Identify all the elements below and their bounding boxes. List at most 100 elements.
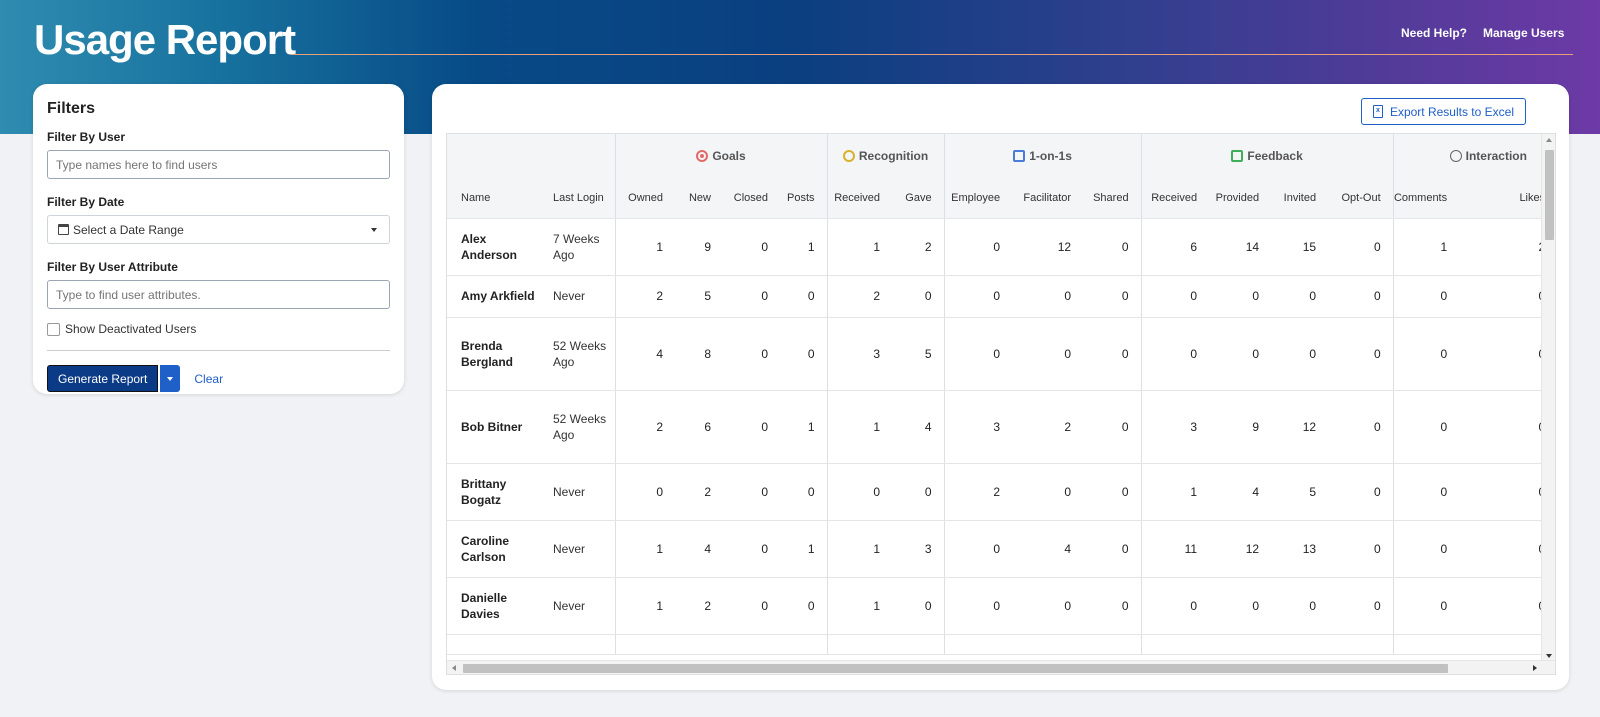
metric-cell: 1 <box>1392 218 1460 276</box>
show-deactivated-checkbox[interactable] <box>47 322 60 336</box>
user-search-input[interactable] <box>47 150 390 179</box>
results-panel: x Export Results to Excel Goals Recognit… <box>432 84 1569 690</box>
table-row[interactable]: Caroline CarlsonNever140113040111213000 <box>447 520 1555 578</box>
column-header[interactable]: Gave <box>892 178 945 219</box>
group-header-goals: Goals <box>614 134 828 178</box>
scroll-down-icon[interactable] <box>1546 654 1552 658</box>
generate-report-button[interactable]: Generate Report <box>47 365 159 392</box>
column-header[interactable]: Received <box>826 178 893 219</box>
column-header[interactable]: New <box>675 178 723 219</box>
horizontal-scroll-thumb[interactable] <box>463 664 1448 673</box>
column-header[interactable]: Name <box>447 178 543 219</box>
metric-cell: 2 <box>1459 218 1555 276</box>
metric-cell: 0 <box>780 317 828 391</box>
column-header[interactable]: Employee <box>943 178 1013 219</box>
metric-cell: 1 <box>780 520 828 578</box>
metric-cell: 0 <box>1392 577 1460 635</box>
scroll-left-icon[interactable] <box>452 665 456 671</box>
last-login-cell <box>543 634 615 655</box>
filters-title: Filters <box>47 100 96 117</box>
last-login-cell: 52 Weeks Ago <box>543 317 615 391</box>
award-icon <box>842 150 855 162</box>
filter-date-label: Filter By Date <box>47 195 125 209</box>
metric-cell: 1 <box>826 577 893 635</box>
need-help-link[interactable]: Need Help? <box>1401 26 1468 40</box>
metric-cell: 0 <box>1083 317 1142 391</box>
metric-cell: 0 <box>723 218 780 276</box>
metric-cell: 0 <box>892 577 945 635</box>
export-excel-button[interactable]: x Export Results to Excel <box>1360 98 1526 125</box>
metric-cell: 0 <box>1328 463 1394 521</box>
metric-cell: 14 <box>1209 218 1272 276</box>
metric-cell: 0 <box>943 275 1013 318</box>
metric-cell: 12 <box>1209 520 1272 578</box>
metric-cell: 0 <box>1392 463 1460 521</box>
metric-cell: 13 <box>1271 520 1329 578</box>
metric-cell: 0 <box>1271 317 1329 391</box>
horizontal-scrollbar[interactable] <box>447 660 1555 674</box>
metric-cell: 0 <box>1392 390 1460 464</box>
column-header[interactable]: Provided <box>1209 178 1272 219</box>
column-header[interactable]: Closed <box>723 178 780 219</box>
table-row[interactable]: Brittany BogatzNever020000200145000 <box>447 463 1555 521</box>
show-deactivated-row[interactable]: Show Deactivated Users <box>47 322 390 336</box>
metric-cell: 3 <box>1140 390 1210 464</box>
scroll-right-icon[interactable] <box>1533 665 1537 671</box>
generate-options-dropdown[interactable] <box>160 365 181 392</box>
column-header[interactable]: Opt-Out <box>1328 178 1394 219</box>
manage-users-link[interactable]: Manage Users <box>1483 26 1565 40</box>
date-range-select[interactable]: Select a Date Range <box>47 215 390 244</box>
metric-cell: 2 <box>614 275 675 318</box>
table-body: Alex Anderson 7 Weeks Ago 1 9 0 1 1 2 0 12 0 6 14 15 0… <box>447 218 1555 655</box>
metric-cell: 6 <box>1140 218 1210 276</box>
table-row[interactable]: Amy ArkfieldNever250020000000000 <box>447 275 1555 318</box>
table-row[interactable]: Alex Anderson 7 Weeks Ago 1 9 0 1 1 2 0 12 0 6 14 15 0… <box>447 218 1555 276</box>
metric-cell: 3 <box>892 520 945 578</box>
column-header[interactable]: Invited <box>1271 178 1329 219</box>
metric-cell: 0 <box>1083 463 1142 521</box>
metric-cell: 1 <box>1140 463 1210 521</box>
calendar-icon <box>58 224 69 235</box>
column-header[interactable]: Shared <box>1083 178 1142 219</box>
table-row[interactable]: Danielle DaviesNever120010000000000 <box>447 577 1555 635</box>
column-header[interactable]: Last Login <box>543 178 615 219</box>
metric-cell: 0 <box>892 463 945 521</box>
metric-cell <box>943 634 1013 655</box>
vertical-scrollbar[interactable] <box>1541 134 1555 662</box>
metric-cell: 5 <box>892 317 945 391</box>
attribute-search-input[interactable] <box>47 280 390 309</box>
metric-cell: 0 <box>1328 520 1394 578</box>
metric-cell: 4 <box>1209 463 1272 521</box>
column-header[interactable]: Facilitator <box>1012 178 1084 219</box>
column-header[interactable]: Likes <box>1459 178 1555 219</box>
metric-cell: 0 <box>1459 520 1555 578</box>
metric-cell: 0 <box>723 317 780 391</box>
scroll-up-icon[interactable] <box>1546 138 1552 142</box>
date-range-value: Select a Date Range <box>73 222 184 237</box>
metric-cell: 2 <box>892 218 945 276</box>
metric-cell: 1 <box>614 520 675 578</box>
interaction-icon <box>1449 150 1462 162</box>
metric-cell: 8 <box>675 317 723 391</box>
column-header[interactable]: Received <box>1140 178 1210 219</box>
metric-cell: 0 <box>892 275 945 318</box>
metric-cell: 0 <box>943 317 1013 391</box>
metric-cell: 1 <box>826 520 893 578</box>
show-deactivated-label: Show Deactivated Users <box>65 322 197 336</box>
filter-attribute-label: Filter By User Attribute <box>47 260 178 274</box>
metric-cell: 0 <box>943 577 1013 635</box>
table-row[interactable] <box>447 634 1555 655</box>
metric-cell: 0 <box>826 463 893 521</box>
column-header[interactable]: Comments <box>1392 178 1460 219</box>
metric-cell: 3 <box>826 317 893 391</box>
table-row[interactable]: Brenda Bergland 52 Weeks Ago 4 8 0 0 3 5 0 0 0 0 0 0 0… <box>447 317 1555 391</box>
metric-cell: 0 <box>943 520 1013 578</box>
column-header[interactable]: Owned <box>614 178 675 219</box>
column-header[interactable]: Posts <box>780 178 828 219</box>
vertical-scroll-thumb[interactable] <box>1545 150 1554 240</box>
metric-cell: 11 <box>1140 520 1210 578</box>
clear-button[interactable]: Clear <box>194 371 224 386</box>
metric-cell <box>1459 634 1555 655</box>
metric-cell: 1 <box>780 390 828 464</box>
